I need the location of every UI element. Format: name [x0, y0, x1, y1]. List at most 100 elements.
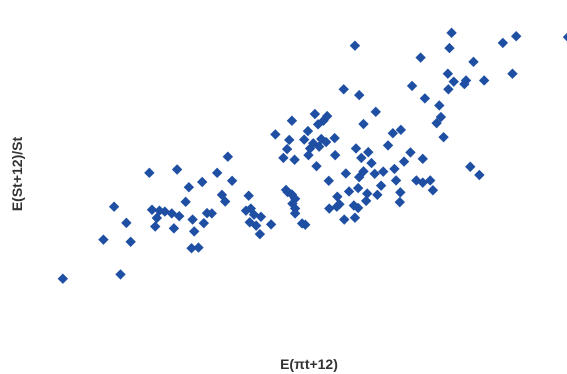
data-point — [468, 56, 479, 68]
data-point — [265, 219, 277, 230]
data-point — [358, 166, 369, 177]
data-point — [356, 152, 367, 164]
data-point — [186, 242, 197, 254]
data-point — [321, 110, 333, 122]
data-point — [363, 146, 374, 158]
data-point — [57, 273, 69, 284]
data-point — [349, 212, 361, 223]
data-point — [98, 234, 109, 245]
data-point — [478, 75, 490, 86]
data-point — [187, 214, 198, 225]
data-point — [417, 177, 428, 188]
data-point — [352, 182, 364, 194]
data-point — [311, 160, 322, 172]
data-point — [378, 166, 389, 177]
data-point — [108, 201, 120, 212]
data-point — [350, 143, 362, 154]
data-point — [286, 115, 298, 126]
data-point — [125, 236, 136, 247]
data-point — [444, 42, 455, 54]
points-layer — [57, 27, 567, 284]
data-point — [349, 40, 361, 51]
data-point — [372, 189, 383, 201]
data-point — [448, 76, 459, 87]
data-point — [395, 187, 406, 198]
data-point — [313, 141, 325, 152]
data-point — [284, 134, 295, 146]
data-point — [434, 100, 445, 111]
data-point — [222, 151, 234, 162]
data-point — [460, 75, 472, 86]
data-point — [329, 132, 340, 144]
data-point — [211, 167, 223, 179]
data-point — [278, 152, 289, 164]
data-point — [174, 210, 185, 222]
data-point — [316, 133, 327, 145]
data-point — [395, 124, 407, 136]
data-point — [226, 175, 238, 186]
data-point — [358, 118, 369, 130]
data-point — [243, 190, 254, 201]
data-point — [270, 129, 281, 140]
data-point — [331, 201, 342, 212]
data-point — [362, 188, 373, 199]
data-point — [354, 171, 365, 183]
data-point — [332, 191, 343, 202]
data-point — [390, 175, 402, 186]
data-point — [394, 196, 405, 208]
data-point — [417, 153, 428, 165]
data-point — [183, 181, 195, 193]
data-point — [474, 169, 485, 181]
data-point — [419, 93, 431, 104]
data-point — [497, 37, 509, 49]
data-point — [435, 111, 447, 123]
y-axis-label: E(St+12)/St — [9, 137, 25, 212]
data-point — [206, 208, 218, 219]
data-point — [465, 161, 476, 172]
data-point — [168, 223, 180, 234]
data-point — [562, 32, 567, 42]
data-point — [360, 195, 372, 207]
data-point — [405, 147, 416, 158]
data-point — [323, 175, 334, 186]
data-point — [180, 196, 191, 208]
data-point — [250, 220, 262, 231]
data-point — [398, 156, 410, 167]
data-point — [121, 217, 132, 229]
data-point — [339, 214, 350, 225]
data-point — [144, 167, 155, 179]
data-point — [507, 68, 518, 79]
data-point — [302, 125, 314, 137]
data-point — [320, 136, 332, 148]
data-point — [289, 154, 300, 165]
data-point — [324, 203, 335, 214]
data-point — [303, 149, 314, 161]
data-point — [343, 186, 355, 197]
data-point — [338, 84, 349, 95]
data-point — [289, 193, 301, 204]
data-point — [442, 68, 454, 79]
data-point — [511, 31, 522, 42]
data-point — [375, 180, 387, 191]
data-point — [443, 84, 454, 95]
data-point — [415, 52, 426, 63]
data-point — [150, 221, 161, 232]
data-point — [369, 168, 380, 179]
data-point — [406, 80, 418, 92]
data-point — [387, 128, 399, 139]
data-point — [193, 242, 204, 253]
data-point — [171, 164, 183, 175]
data-point — [146, 204, 158, 215]
data-point — [427, 185, 439, 196]
data-point — [309, 108, 321, 120]
data-point — [438, 131, 449, 143]
data-point — [254, 228, 266, 240]
data-point — [197, 176, 208, 188]
data-point — [446, 27, 457, 39]
data-point — [255, 211, 267, 222]
data-point — [389, 163, 400, 175]
data-point — [287, 198, 298, 209]
x-axis-label: E(πt+12) — [280, 356, 338, 372]
data-point — [348, 200, 360, 211]
